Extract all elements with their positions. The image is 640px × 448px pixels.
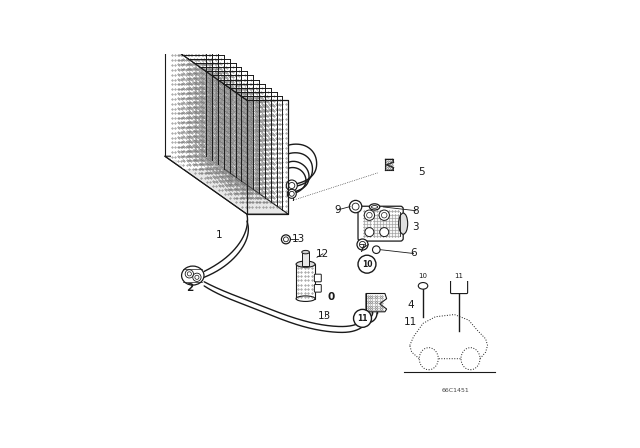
Polygon shape <box>188 59 230 173</box>
Polygon shape <box>171 47 212 160</box>
Polygon shape <box>177 51 218 164</box>
Polygon shape <box>182 55 224 168</box>
Circle shape <box>286 180 298 191</box>
Polygon shape <box>200 67 241 181</box>
Polygon shape <box>229 88 271 202</box>
Text: 11: 11 <box>404 317 417 327</box>
Circle shape <box>367 212 372 218</box>
Circle shape <box>352 203 359 210</box>
Polygon shape <box>385 159 394 170</box>
Bar <box>296 264 315 299</box>
Polygon shape <box>236 92 276 206</box>
Circle shape <box>289 182 295 189</box>
Text: 0: 0 <box>328 292 335 302</box>
Circle shape <box>349 200 362 213</box>
Ellipse shape <box>296 296 315 302</box>
Text: 8: 8 <box>412 206 419 216</box>
Circle shape <box>360 241 365 248</box>
Ellipse shape <box>371 206 378 208</box>
Polygon shape <box>165 156 289 214</box>
Polygon shape <box>366 293 387 312</box>
Circle shape <box>381 212 387 218</box>
Circle shape <box>188 272 191 276</box>
Circle shape <box>364 210 374 220</box>
Circle shape <box>353 310 371 327</box>
Circle shape <box>289 191 294 196</box>
Text: 9: 9 <box>334 205 340 215</box>
Text: 7: 7 <box>358 244 365 254</box>
Bar <box>302 252 309 266</box>
Polygon shape <box>194 63 236 177</box>
Text: 5: 5 <box>418 167 424 177</box>
Text: 10: 10 <box>362 260 372 269</box>
Circle shape <box>287 190 296 198</box>
Polygon shape <box>206 71 247 185</box>
Text: 6: 6 <box>410 249 417 258</box>
FancyBboxPatch shape <box>358 206 403 241</box>
Text: 13: 13 <box>318 311 331 321</box>
Polygon shape <box>241 96 282 210</box>
Circle shape <box>195 275 199 280</box>
Ellipse shape <box>369 204 380 210</box>
Polygon shape <box>247 100 289 214</box>
Circle shape <box>357 239 368 250</box>
FancyBboxPatch shape <box>314 284 321 292</box>
Ellipse shape <box>296 261 315 267</box>
Circle shape <box>380 228 388 237</box>
Circle shape <box>193 273 201 281</box>
Circle shape <box>379 210 389 220</box>
Text: 12: 12 <box>316 249 330 259</box>
Circle shape <box>282 235 291 244</box>
Circle shape <box>358 255 376 273</box>
FancyBboxPatch shape <box>314 274 321 282</box>
Text: 2: 2 <box>186 283 194 293</box>
Polygon shape <box>218 80 259 194</box>
Circle shape <box>185 270 193 278</box>
Circle shape <box>365 228 374 237</box>
Ellipse shape <box>182 266 204 285</box>
Text: 66C1451: 66C1451 <box>442 388 470 392</box>
Ellipse shape <box>302 250 309 254</box>
Polygon shape <box>223 84 265 198</box>
Polygon shape <box>212 76 253 190</box>
Text: 1: 1 <box>216 230 223 240</box>
Ellipse shape <box>399 213 408 234</box>
Circle shape <box>284 237 289 242</box>
Text: 13: 13 <box>292 234 305 244</box>
Text: 11: 11 <box>357 314 368 323</box>
Circle shape <box>372 246 380 254</box>
Text: 3: 3 <box>413 222 419 232</box>
Text: 4: 4 <box>408 300 414 310</box>
